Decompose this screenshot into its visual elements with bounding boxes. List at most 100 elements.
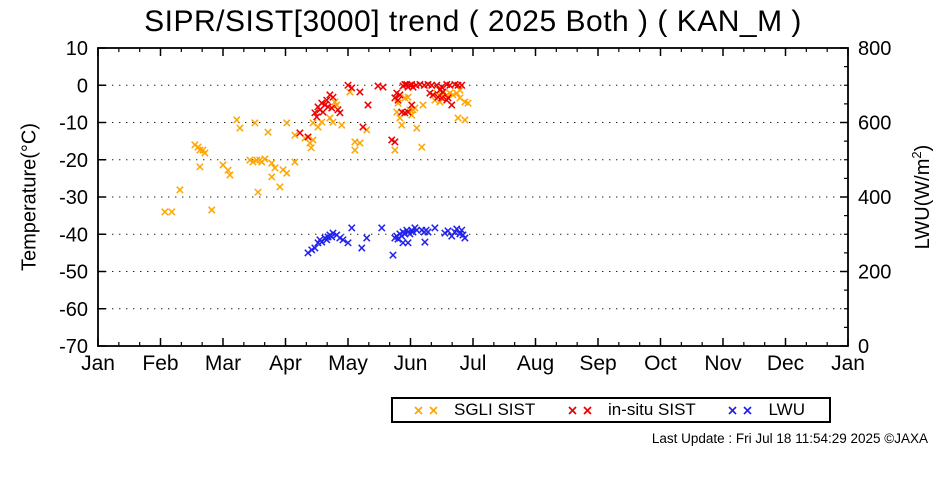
data-point-sgli-sist xyxy=(176,186,184,194)
data-point-sgli-sist xyxy=(196,146,204,154)
y-tick-label: -40 xyxy=(59,224,88,246)
data-point-sgli-sist xyxy=(254,188,262,196)
data-point-lwu xyxy=(404,239,412,247)
x-tick-label: Jan xyxy=(81,352,115,375)
y-tick-label: -50 xyxy=(59,262,88,284)
data-point-insitu-sist xyxy=(323,96,331,104)
y-tick-label: -60 xyxy=(59,299,88,321)
x-tick-label: Aug xyxy=(517,352,554,375)
data-point-sgli-sist xyxy=(436,98,444,106)
data-point-sgli-sist xyxy=(291,131,299,139)
x-tick-label: Mar xyxy=(205,352,241,375)
data-point-insitu-sist xyxy=(391,138,399,146)
data-point-insitu-sist xyxy=(364,101,372,109)
x-tick-label: Jan xyxy=(831,352,865,375)
data-point-sgli-sist xyxy=(168,208,176,216)
y2-axis-label-sup: 2 xyxy=(909,151,925,159)
data-point-insitu-sist xyxy=(444,94,452,102)
y-tick-label: -70 xyxy=(59,336,88,358)
data-point-sgli-sist xyxy=(391,146,399,154)
y-tick-label: -20 xyxy=(59,150,88,172)
data-point-insitu-sist xyxy=(433,81,441,90)
data-point-insitu-sist xyxy=(356,88,364,96)
data-point-insitu-sist xyxy=(394,96,402,104)
x-tick-label: Apr xyxy=(269,352,302,375)
data-point-insitu-sist xyxy=(448,101,456,109)
data-point-sgli-sist xyxy=(249,158,257,166)
legend-item-insitu-sist: in-situ SIST xyxy=(567,400,696,420)
data-point-sgli-sist xyxy=(404,93,412,101)
data-point-sgli-sist xyxy=(201,149,209,157)
legend-label-lwu: LWU xyxy=(768,400,805,419)
legend-label-sgli-sist: SGLI SIST xyxy=(454,400,536,419)
data-point-lwu xyxy=(329,229,337,237)
data-point-insitu-sist xyxy=(329,93,337,101)
data-point-sgli-sist xyxy=(346,88,354,96)
y2-axis-label-end: ) xyxy=(911,144,934,152)
data-point-insitu-sist xyxy=(404,108,412,116)
data-point-sgli-sist xyxy=(413,124,421,132)
data-point-insitu-sist xyxy=(438,94,446,102)
legend-item-sgli-sist: SGLI SIST xyxy=(413,400,535,420)
y2-axis-label-base: LWU(W/m xyxy=(911,158,934,250)
data-point-lwu xyxy=(311,244,319,252)
data-point-lwu xyxy=(348,224,356,232)
y2-tick-label: 200 xyxy=(858,262,891,284)
data-point-sgli-sist xyxy=(351,146,359,154)
data-point-insitu-sist xyxy=(458,81,466,90)
data-point-sgli-sist xyxy=(454,114,462,122)
y-axis-label: Temperature(°C) xyxy=(18,122,41,272)
plot-border xyxy=(97,47,849,347)
y2-tick-label: 0 xyxy=(858,336,869,358)
data-point-sgli-sist xyxy=(449,91,457,99)
chart-title: SIPR/SIST[3000] trend ( 2025 Both ) ( KA… xyxy=(144,5,802,38)
legend: SGLI SIST in-situ SIST LWU xyxy=(391,397,831,423)
data-point-sgli-sist xyxy=(264,128,272,136)
data-point-sgli-sist xyxy=(307,144,315,152)
data-point-sgli-sist xyxy=(268,159,276,167)
y-tick-label: -30 xyxy=(59,187,88,209)
data-point-sgli-sist xyxy=(329,118,337,126)
data-point-lwu xyxy=(444,227,452,235)
legend-item-lwu: LWU xyxy=(727,400,805,420)
data-point-insitu-sist xyxy=(359,123,367,131)
data-point-sgli-sist xyxy=(314,123,322,131)
data-point-sgli-sist xyxy=(161,208,169,216)
data-point-insitu-sist xyxy=(396,91,404,99)
data-point-sgli-sist xyxy=(291,158,299,166)
data-point-sgli-sist xyxy=(196,163,204,171)
legend-label-insitu-sist: in-situ SIST xyxy=(607,400,696,419)
data-point-insitu-sist xyxy=(408,101,416,109)
data-point-lwu xyxy=(363,234,371,242)
data-point-sgli-sist xyxy=(236,124,244,132)
sgli-sist-marker-icon xyxy=(414,406,438,415)
data-point-lwu xyxy=(339,236,347,244)
data-point-lwu xyxy=(409,228,417,236)
data-point-sgli-sist xyxy=(233,116,241,124)
data-point-lwu xyxy=(389,251,397,259)
x-tick-label: Oct xyxy=(644,352,677,375)
data-point-insitu-sist xyxy=(296,129,304,137)
data-point-sgli-sist xyxy=(309,136,317,144)
data-point-sgli-sist xyxy=(461,116,469,124)
y-tick-label: 0 xyxy=(77,75,88,97)
data-point-sgli-sist xyxy=(419,101,427,109)
data-point-lwu xyxy=(421,238,429,246)
data-point-lwu xyxy=(461,234,469,242)
data-point-sgli-sist xyxy=(268,173,276,181)
data-point-sgli-sist xyxy=(208,206,216,214)
data-point-insitu-sist xyxy=(304,133,312,141)
x-tick-label: May xyxy=(328,352,368,375)
x-tick-label: Nov xyxy=(704,352,742,375)
data-point-insitu-sist xyxy=(328,104,336,112)
x-tick-label: Jun xyxy=(394,352,428,375)
lwu-marker-icon xyxy=(728,406,753,415)
data-point-sgli-sist xyxy=(276,183,284,191)
data-point-sgli-sist xyxy=(464,99,472,107)
data-point-insitu-sist xyxy=(344,81,352,90)
data-point-lwu xyxy=(344,239,352,247)
data-point-sgli-sist xyxy=(356,139,364,147)
data-point-sgli-sist xyxy=(253,156,261,164)
data-point-sgli-sist xyxy=(224,166,232,174)
